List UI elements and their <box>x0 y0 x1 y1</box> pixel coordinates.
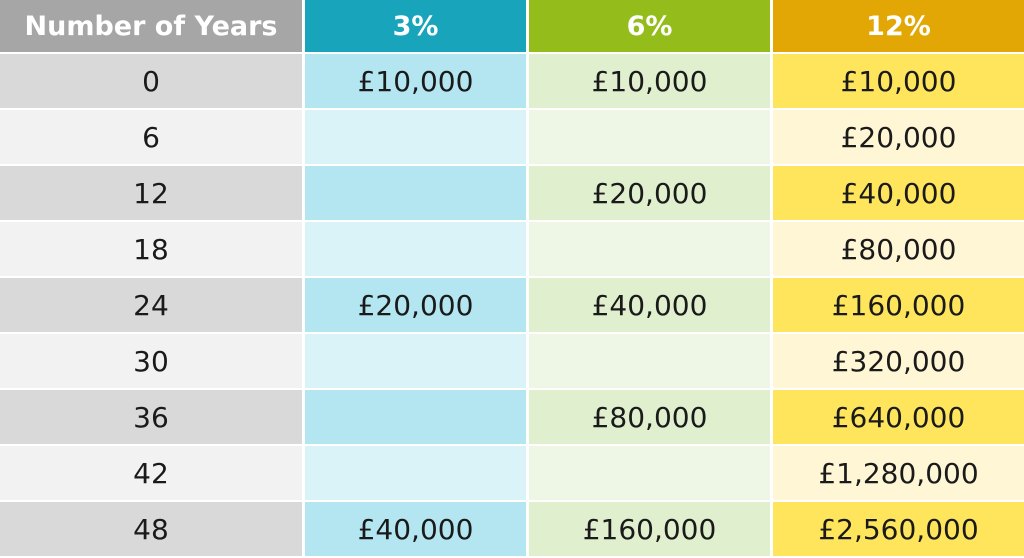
rate-12-cell: £320,000 <box>773 334 1024 388</box>
rate-6-cell <box>529 110 770 164</box>
years-cell: 36 <box>0 390 302 444</box>
years-cell: 18 <box>0 222 302 276</box>
rate-6-cell: £80,000 <box>529 390 770 444</box>
rate-6-cell: £20,000 <box>529 166 770 220</box>
rate-3-cell <box>305 390 526 444</box>
rate-3-cell <box>305 166 526 220</box>
rate-6-cell <box>529 446 770 500</box>
years-cell: 24 <box>0 278 302 332</box>
rate-3-cell <box>305 334 526 388</box>
rate-12-cell: £640,000 <box>773 390 1024 444</box>
rate-3-cell: £20,000 <box>305 278 526 332</box>
rate-12-cell: £40,000 <box>773 166 1024 220</box>
rate-6-cell <box>529 222 770 276</box>
rate-12-cell: £2,560,000 <box>773 502 1024 556</box>
years-cell: 42 <box>0 446 302 500</box>
rate-6-cell: £160,000 <box>529 502 770 556</box>
header-6-percent: 6% <box>529 0 770 52</box>
years-cell: 0 <box>0 54 302 108</box>
years-cell: 6 <box>0 110 302 164</box>
rate-3-cell <box>305 222 526 276</box>
rate-12-cell: £10,000 <box>773 54 1024 108</box>
rate-3-cell: £40,000 <box>305 502 526 556</box>
header-3-percent: 3% <box>305 0 526 52</box>
rate-12-cell: £1,280,000 <box>773 446 1024 500</box>
rate-12-cell: £20,000 <box>773 110 1024 164</box>
rate-3-cell: £10,000 <box>305 54 526 108</box>
rate-6-cell: £40,000 <box>529 278 770 332</box>
header-number-of-years: Number of Years <box>0 0 302 52</box>
rate-6-cell: £10,000 <box>529 54 770 108</box>
years-cell: 30 <box>0 334 302 388</box>
rate-3-cell <box>305 110 526 164</box>
years-cell: 12 <box>0 166 302 220</box>
rate-6-cell <box>529 334 770 388</box>
rate-12-cell: £80,000 <box>773 222 1024 276</box>
rate-3-cell <box>305 446 526 500</box>
rate-12-cell: £160,000 <box>773 278 1024 332</box>
years-cell: 48 <box>0 502 302 556</box>
header-12-percent: 12% <box>773 0 1024 52</box>
